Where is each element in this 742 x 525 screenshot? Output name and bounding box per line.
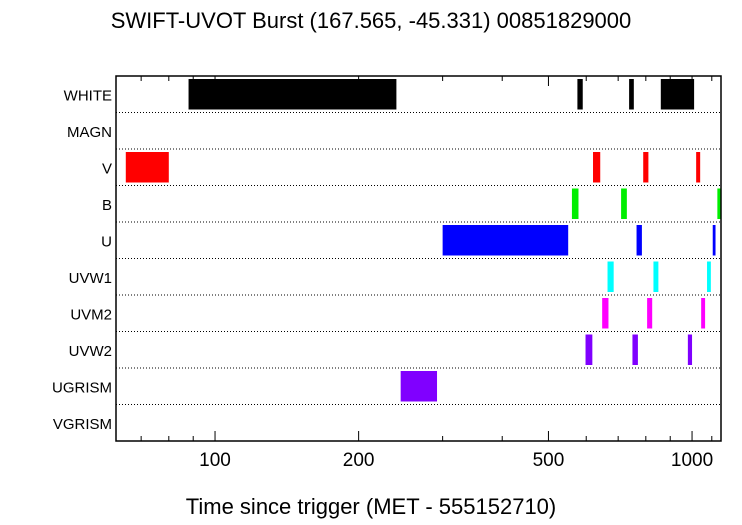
exposure-bar-v bbox=[696, 152, 701, 183]
row-label-uvm2: UVM2 bbox=[70, 306, 112, 323]
exposure-bar-b bbox=[571, 188, 579, 219]
exposure-bar-white bbox=[188, 79, 397, 110]
exposure-bar-white bbox=[577, 79, 583, 110]
row-label-b: B bbox=[102, 197, 112, 214]
row-label-uvw2: UVW2 bbox=[69, 343, 112, 360]
chart-title: SWIFT-UVOT Burst (167.565, -45.331) 0085… bbox=[110, 8, 632, 33]
exposure-bar-u bbox=[442, 225, 569, 256]
exposure-bar-u bbox=[636, 225, 642, 256]
row-label-magn: MAGN bbox=[67, 124, 112, 141]
x-tick-label: 200 bbox=[343, 450, 375, 471]
exposure-bar-b bbox=[621, 188, 627, 219]
exposure-bar-v bbox=[125, 152, 169, 183]
exposure-bar-b bbox=[717, 188, 721, 219]
row-label-vgrism: VGRISM bbox=[53, 416, 112, 433]
x-tick-label: 500 bbox=[533, 450, 565, 471]
plot-frame bbox=[115, 75, 722, 442]
exposure-bar-white bbox=[629, 79, 634, 110]
exposure-bar-u bbox=[712, 225, 716, 256]
x-tick-label: 100 bbox=[199, 450, 231, 471]
x-axis-label: Time since trigger (MET - 555152710) bbox=[185, 494, 557, 519]
x-tick-label: 1000 bbox=[671, 450, 713, 471]
exposure-bar-v bbox=[593, 152, 601, 183]
exposure-bar-uvm2 bbox=[602, 298, 609, 329]
exposure-bar-white bbox=[660, 79, 695, 110]
row-label-white: WHITE bbox=[64, 87, 112, 104]
exposure-bar-v bbox=[643, 152, 649, 183]
exposure-bar-uvw2 bbox=[632, 334, 638, 365]
exposure-bar-uvw1 bbox=[707, 261, 711, 292]
exposure-bar-uvw1 bbox=[653, 261, 659, 292]
row-label-uvw1: UVW1 bbox=[69, 270, 112, 287]
exposure-bar-ugrism bbox=[400, 371, 438, 402]
row-label-v: V bbox=[102, 160, 112, 177]
exposure-bar-uvw2 bbox=[585, 334, 593, 365]
row-label-ugrism: UGRISM bbox=[52, 379, 112, 396]
exposure-bar-uvw1 bbox=[607, 261, 614, 292]
exposure-bar-uvm2 bbox=[647, 298, 653, 329]
row-label-u: U bbox=[101, 233, 112, 250]
exposure-bar-uvm2 bbox=[701, 298, 706, 329]
exposure-bar-uvw2 bbox=[687, 334, 693, 365]
